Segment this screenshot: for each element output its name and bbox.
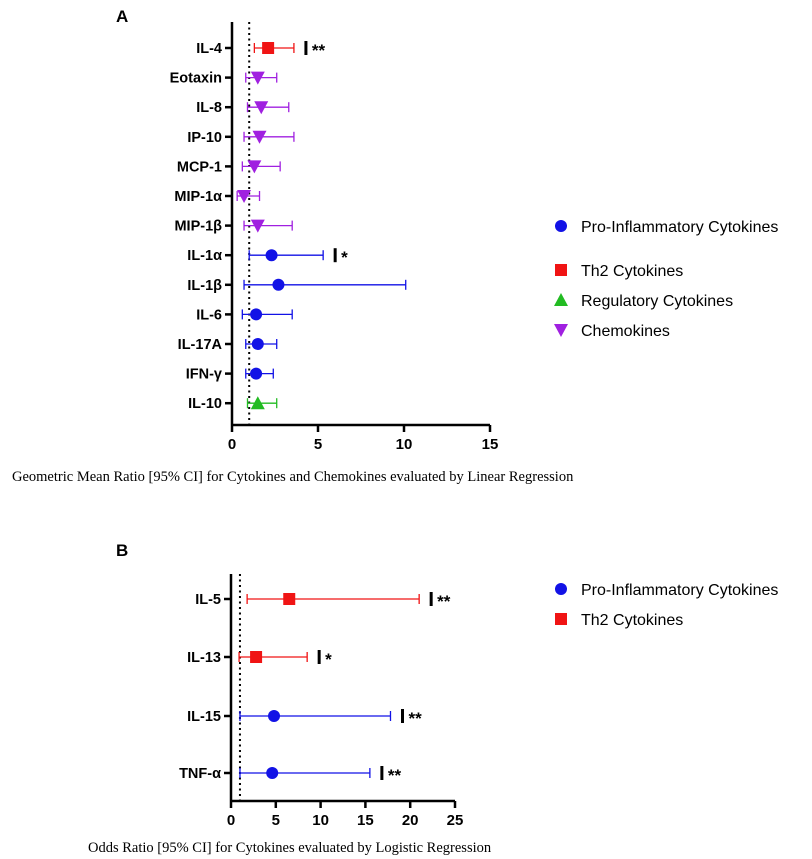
y-tick-label: IFN-γ	[186, 367, 222, 383]
point-estimate	[272, 278, 285, 291]
panel-label: A	[116, 7, 128, 26]
point-estimate	[251, 338, 264, 350]
y-tick-label: IL-6	[196, 307, 222, 323]
legend-label: Pro-Inflammatory Cytokines	[581, 582, 778, 599]
caption: Odds Ratio [95% CI] for Cytokines evalua…	[88, 840, 492, 856]
x-tick-label: 20	[402, 812, 419, 829]
x-tick-label: 10	[396, 436, 413, 453]
point-estimate	[250, 71, 265, 85]
x-tick-label: 5	[314, 436, 322, 453]
legend-marker	[555, 583, 567, 595]
legend-marker	[554, 293, 568, 306]
x-tick-label: 10	[312, 812, 329, 829]
legend-label: Th2 Cytokines	[581, 612, 683, 629]
point-estimate	[250, 219, 265, 233]
legend-label: Th2 Cytokines	[581, 263, 683, 280]
y-tick-label: IL-17A	[178, 337, 223, 353]
point-estimate	[266, 767, 279, 779]
significance-label: *	[325, 650, 332, 669]
y-tick-label: IL-4	[196, 41, 222, 57]
legend-label: Regulatory Cytokines	[581, 293, 733, 310]
x-tick-label: 15	[482, 436, 499, 453]
x-tick-label: 0	[227, 812, 235, 829]
caption: Geometric Mean Ratio [95% CI] for Cytoki…	[12, 469, 574, 485]
point-estimate	[250, 367, 263, 380]
y-tick-label: MCP-1	[177, 159, 222, 175]
point-estimate	[283, 593, 296, 605]
x-tick-label: 5	[272, 812, 280, 829]
significance-label: **	[312, 41, 326, 60]
point-estimate	[262, 42, 275, 54]
y-tick-label: IL-1β	[187, 278, 222, 294]
y-tick-label: IL-1α	[187, 248, 222, 264]
y-tick-label: Eotaxin	[170, 71, 222, 87]
panel-label: B	[116, 541, 128, 560]
legend-marker	[554, 324, 568, 337]
legend-label: Chemokines	[581, 323, 670, 340]
y-tick-label: MIP-1α	[174, 189, 222, 205]
point-estimate	[254, 101, 269, 115]
legend-marker	[555, 220, 567, 232]
y-tick-label: MIP-1β	[174, 219, 222, 235]
x-tick-label: 15	[357, 812, 374, 829]
significance-label: **	[408, 709, 422, 728]
legend-label: Pro-Inflammatory Cytokines	[581, 219, 778, 236]
significance-label: **	[437, 592, 451, 611]
significance-label: **	[388, 766, 402, 785]
y-tick-label: IL-5	[195, 592, 221, 608]
y-tick-label: IL-10	[188, 396, 222, 412]
point-estimate	[247, 160, 262, 174]
y-tick-label: TNF-α	[179, 766, 221, 782]
panel-b: B 0 5 10 15 20 25 IL-5 ** IL-13 * IL-15 ** TNF-α ** Pro…	[88, 541, 778, 856]
point-estimate	[268, 710, 281, 722]
panel-a: A 0 5 10 15 IL-4 ** Eotaxin IL-8 IP-10 MCP-1 MIP-1α…	[12, 7, 778, 485]
x-tick-label: 0	[228, 436, 236, 453]
point-estimate	[252, 130, 267, 144]
legend-marker	[555, 264, 567, 276]
y-tick-label: IL-13	[187, 650, 221, 666]
point-estimate	[265, 249, 278, 262]
point-estimate	[250, 651, 263, 663]
point-estimate	[250, 308, 263, 321]
legend-marker	[555, 613, 567, 625]
significance-label: *	[341, 248, 348, 267]
y-tick-label: IL-8	[196, 100, 222, 116]
y-tick-label: IP-10	[187, 130, 222, 146]
point-estimate	[237, 190, 252, 203]
y-tick-label: IL-15	[187, 709, 221, 725]
x-tick-label: 25	[447, 812, 464, 829]
point-estimate	[250, 396, 265, 410]
